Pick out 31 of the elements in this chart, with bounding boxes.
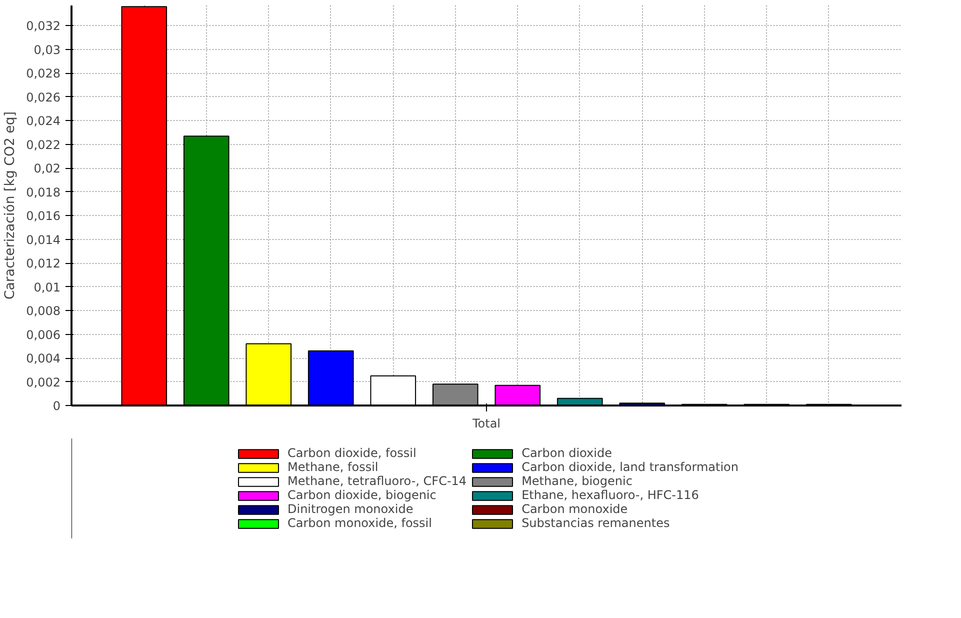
y-axis-title: Caracterización [kg CO2 eq] xyxy=(3,111,18,300)
y-tick-label: 0,024 xyxy=(26,114,61,128)
legend-label: Methane, fossil xyxy=(288,460,378,474)
y-tick-label: 0,02 xyxy=(34,162,60,176)
legend-label: Substancias remanentes xyxy=(522,516,670,530)
y-tick-label: 0,006 xyxy=(26,328,61,342)
y-tick-label: 0,03 xyxy=(34,42,60,57)
legend-label: Methane, biogenic xyxy=(522,474,632,488)
legend-label: Carbon monoxide, fossil xyxy=(288,516,432,530)
legend-label: Methane, tetrafluoro-, CFC-14 xyxy=(288,474,467,488)
y-tick-label: 0,032 xyxy=(26,19,61,34)
legend-label: Carbon dioxide, land transformation xyxy=(522,460,738,474)
legend-label: Carbon dioxide, biogenic xyxy=(288,488,436,502)
legend-label: Dinitrogen monoxide xyxy=(288,502,414,516)
legend-label: Carbon monoxide xyxy=(522,502,628,516)
y-tick-label: 0,002 xyxy=(26,375,61,390)
y-tick-label: 0,016 xyxy=(26,209,61,224)
y-tick-label: 0,028 xyxy=(26,66,61,81)
y-tick-label: 0,01 xyxy=(34,280,60,294)
y-tick-label: 0,004 xyxy=(26,352,61,366)
y-tick-label: 0,026 xyxy=(26,90,61,104)
x-tick-label: Total xyxy=(471,416,501,430)
legend-label: Ethane, hexafluoro-, HFC-116 xyxy=(522,488,699,502)
y-tick-label: 0,018 xyxy=(26,185,61,200)
y-tick-label: 0,012 xyxy=(26,256,61,271)
legend-label: Carbon dioxide xyxy=(522,446,612,460)
y-tick-label: 0,014 xyxy=(26,232,61,247)
y-tick-label: 0,008 xyxy=(26,304,61,318)
y-tick-label: 0 xyxy=(52,399,61,413)
y-tick-label: 0,022 xyxy=(26,138,61,152)
legend-label: Carbon dioxide, fossil xyxy=(288,446,416,460)
